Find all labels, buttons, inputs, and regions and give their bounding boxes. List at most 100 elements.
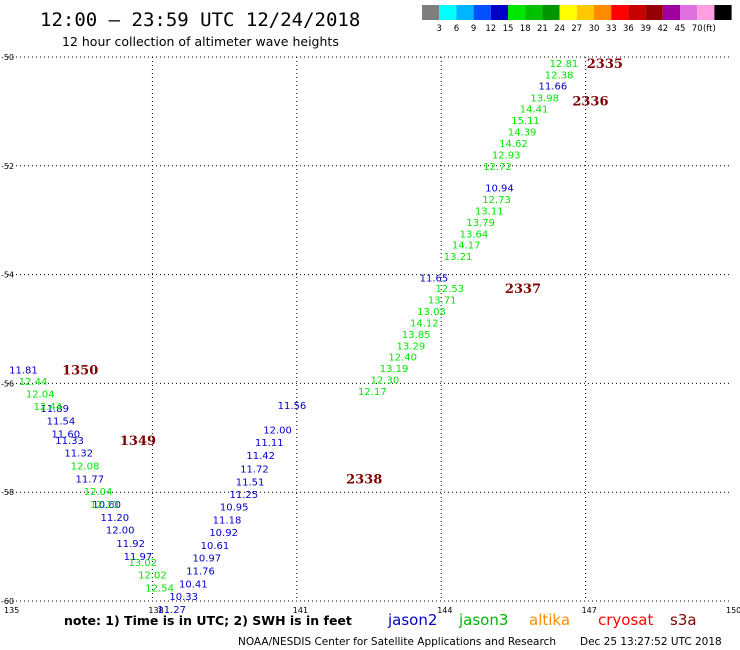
plot-area: 135 138 141 144 147 150 -50 -52 -54 -56 -58 -60 11.… xyxy=(1,53,740,616)
color-scale-legend: 3 6 9 12 15 18 21 24 27 30 33 36 39 42 45 70 (ft) xyxy=(422,5,732,34)
pass-number-label: 2335 xyxy=(587,57,623,72)
x-tick-label: 141 xyxy=(293,606,308,615)
color-scale-swatch xyxy=(714,5,732,20)
pass-number-label: 2338 xyxy=(346,473,382,488)
color-scale-swatch xyxy=(594,5,612,20)
color-scale-unit-label: (ft) xyxy=(703,24,716,34)
axis-ticks: 135 138 141 144 147 150 -50 -52 -54 -56 -58 -60 xyxy=(1,53,740,615)
color-scale-tick-label: 45 xyxy=(675,24,686,34)
color-scale-tick-label: 39 xyxy=(640,24,651,34)
wave-height-label: 14.12 xyxy=(410,318,439,329)
wave-height-label: 13.11 xyxy=(475,206,504,217)
y-tick-label: -60 xyxy=(1,597,14,606)
color-scale-swatch xyxy=(680,5,698,20)
timestamp-text: Dec 25 13:27:52 UTC 2018 xyxy=(580,636,722,648)
wave-height-label: 14.17 xyxy=(452,241,481,252)
color-scale-swatch xyxy=(456,5,474,20)
color-scale-tick-label: 33 xyxy=(606,24,617,34)
pass-number-label: 2337 xyxy=(505,282,541,297)
y-tick-label: -52 xyxy=(1,162,14,171)
wave-height-label: 12.00 xyxy=(106,526,135,537)
x-tick-label: 147 xyxy=(582,606,597,615)
wave-height-label: 11.56 xyxy=(278,401,307,412)
wave-height-label: 12.54 xyxy=(145,583,174,594)
wave-height-label: 12.04 xyxy=(84,487,113,498)
wave-height-label: 11.89 xyxy=(40,404,69,415)
color-scale-tick-label: 15 xyxy=(503,24,514,34)
color-scale-swatch xyxy=(525,5,543,20)
color-scale-tick-label: 6 xyxy=(454,24,459,34)
legend-entry-jason3: jason3 xyxy=(458,611,508,629)
wave-height-label: 10.33 xyxy=(169,592,198,603)
color-scale-tick-label: 27 xyxy=(571,24,582,34)
wave-height-label: 11.54 xyxy=(47,416,76,427)
pass-number-label: 2336 xyxy=(572,95,608,110)
color-scale-swatch xyxy=(697,5,715,20)
y-tick-label: -56 xyxy=(1,379,14,388)
wave-height-label: 11.72 xyxy=(240,464,269,475)
color-scale-swatch xyxy=(628,5,646,20)
wave-height-label: 11.77 xyxy=(76,475,105,486)
wave-height-label: 10.94 xyxy=(485,184,514,195)
x-tick-label: 144 xyxy=(437,606,452,615)
wave-height-label: 11.20 xyxy=(101,513,130,524)
page-title: 12:00 – 23:59 UTC 12/24/2018 xyxy=(40,9,360,31)
wave-height-label: 12.73 xyxy=(482,195,511,206)
wave-height-label: 11.92 xyxy=(116,539,145,550)
wave-height-label: 11.42 xyxy=(246,451,275,462)
wave-height-label: 11.97 xyxy=(124,552,153,563)
wave-height-label: 12.53 xyxy=(436,284,465,295)
color-scale-tick-label: 18 xyxy=(520,24,531,34)
pass-labels: 2335 2336 2337 2338 1350 1349 xyxy=(62,57,623,488)
wave-height-label: 11.51 xyxy=(236,477,265,488)
wave-height-label: 12.17 xyxy=(358,387,387,398)
legend-entry-jason2: jason2 xyxy=(387,611,437,629)
x-tick-label: 135 xyxy=(4,606,19,615)
wave-height-label: 10.95 xyxy=(220,502,249,513)
wave-height-label: 13.29 xyxy=(397,341,426,352)
data-points: 11.6610.9411.6511.5612.0011.1111.4211.72… xyxy=(9,59,578,616)
color-scale-tick-label: 30 xyxy=(589,24,600,34)
wave-height-label: 12.00 xyxy=(263,426,292,437)
wave-height-label: 11.27 xyxy=(157,605,186,616)
wave-height-label: 13.64 xyxy=(460,229,489,240)
wave-height-label: 12.81 xyxy=(550,59,579,70)
wave-height-label: 12.44 xyxy=(19,377,48,388)
color-scale-swatch xyxy=(490,5,508,20)
color-scale-swatch xyxy=(422,5,440,20)
satellite-legend: jason2 jason3 altika cryosat s3a xyxy=(387,611,697,629)
wave-height-label: 13.21 xyxy=(444,252,473,263)
wave-height-label: 13.79 xyxy=(466,218,495,229)
wave-height-label: 12.02 xyxy=(138,570,167,581)
y-tick-label: -54 xyxy=(1,271,14,280)
color-scale-swatch xyxy=(662,5,680,20)
wave-height-label: 11.18 xyxy=(213,515,242,526)
wave-height-label: 12.10 xyxy=(90,500,119,511)
wave-height-label: 11.81 xyxy=(9,365,38,376)
wave-height-label: 12.38 xyxy=(545,70,574,81)
color-scale-tick-label: 12 xyxy=(485,24,496,34)
wave-height-label: 11.76 xyxy=(186,567,215,578)
wave-height-label: 11.65 xyxy=(420,273,449,284)
wave-height-label: 13.85 xyxy=(402,330,431,341)
legend-entry-altika: altika xyxy=(529,611,570,629)
color-scale-swatch xyxy=(473,5,491,20)
wave-height-label: 12.30 xyxy=(371,376,400,387)
wave-height-label: 13.03 xyxy=(417,307,446,318)
page-subtitle: 12 hour collection of altimeter wave hei… xyxy=(62,34,339,49)
wave-height-label: 10.60 xyxy=(92,500,121,511)
x-tick-label: 138 xyxy=(148,606,163,615)
units-note: note: 1) Time is in UTC; 2) SWH is in fe… xyxy=(64,613,352,628)
wave-height-label: 13.98 xyxy=(530,93,559,104)
wave-height-label: 11.25 xyxy=(230,490,259,501)
color-scale-tick-label: 70 xyxy=(692,24,703,34)
pass-number-label: 1350 xyxy=(62,363,98,378)
wave-height-label: 10.97 xyxy=(192,553,221,564)
wave-height-label: 11.11 xyxy=(255,438,284,449)
grid-lines xyxy=(8,56,730,602)
wave-height-label: 10.61 xyxy=(201,541,230,552)
wave-height-label: 14.62 xyxy=(499,139,528,150)
wave-height-label: 11.33 xyxy=(55,436,84,447)
wave-height-label: 13.71 xyxy=(428,296,457,307)
wave-height-label: 11.60 xyxy=(51,429,80,440)
